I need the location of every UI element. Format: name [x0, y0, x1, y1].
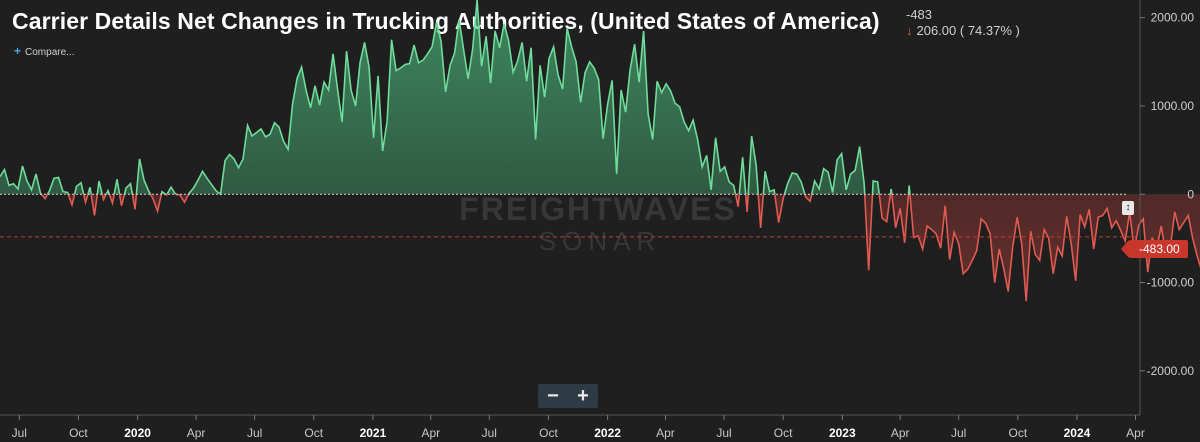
compare-button[interactable]: + Compare...	[14, 44, 74, 58]
x-tick-label: Oct	[539, 426, 558, 440]
x-tick-label: Apr	[891, 426, 910, 440]
zoom-controls: − +	[538, 384, 598, 408]
x-tick-label: Apr	[656, 426, 675, 440]
watermark-product: SONAR	[539, 226, 661, 256]
y-tick-label: -2000.00	[1147, 364, 1195, 378]
series-area-positive	[0, 0, 910, 195]
x-tick-label: Oct	[69, 426, 88, 440]
watermark: FREIGHTWAVES SONAR	[459, 191, 737, 256]
last-value: -483	[906, 7, 933, 22]
x-tick-label: Apr	[187, 426, 206, 440]
x-tick-label: 2020	[124, 426, 151, 440]
x-tick-label: 2024	[1064, 426, 1091, 440]
arrow-down-icon: ↓	[906, 23, 913, 38]
x-tick-label: Oct	[304, 426, 323, 440]
change-readout: ↓ 206.00 ( 74.37% )	[906, 23, 1020, 38]
y-tick-label: 0	[1187, 187, 1194, 201]
x-axis: Jul Oct 2020 Apr Jul Oct 2021 Apr Jul Oct 2022 Apr J…	[12, 415, 1145, 440]
x-tick-label: Apr	[1126, 426, 1145, 440]
y-tick-label: 2000.00	[1151, 11, 1195, 25]
zoom-in-button[interactable]: +	[577, 384, 589, 407]
y-tick-label: -1000.00	[1147, 276, 1195, 290]
axis-scale-handle[interactable]: ↕	[1122, 201, 1134, 215]
watermark-brand: FREIGHTWAVES	[459, 191, 737, 227]
x-tick-label: Jul	[951, 426, 966, 440]
x-tick-label: Jul	[716, 426, 731, 440]
x-tick-label: 2023	[829, 426, 856, 440]
compare-label: Compare...	[25, 47, 75, 58]
zoom-out-button[interactable]: −	[547, 384, 559, 407]
x-tick-label: Jul	[482, 426, 497, 440]
plus-icon: +	[14, 44, 22, 58]
x-tick-label: Apr	[421, 426, 440, 440]
change-text: 206.00 ( 74.37% )	[916, 23, 1020, 38]
y-tick-label: 1000.00	[1151, 99, 1195, 113]
y-axis: 2000.00 1000.00 0 -1000.00 -2000.00	[1140, 11, 1194, 378]
x-tick-label: 2022	[594, 426, 621, 440]
x-tick-label: Jul	[247, 426, 262, 440]
x-tick-label: Oct	[774, 426, 793, 440]
chart-title: Carrier Details Net Changes in Trucking …	[12, 8, 880, 34]
stat-block: -483 ↓ 206.00 ( 74.37% )	[906, 7, 1020, 38]
current-value-badge: -483.00	[1121, 240, 1188, 258]
x-tick-label: Oct	[1008, 426, 1027, 440]
x-tick-label: Jul	[12, 426, 27, 440]
x-tick-label: 2021	[360, 426, 387, 440]
series-line-positive	[0, 0, 911, 195]
